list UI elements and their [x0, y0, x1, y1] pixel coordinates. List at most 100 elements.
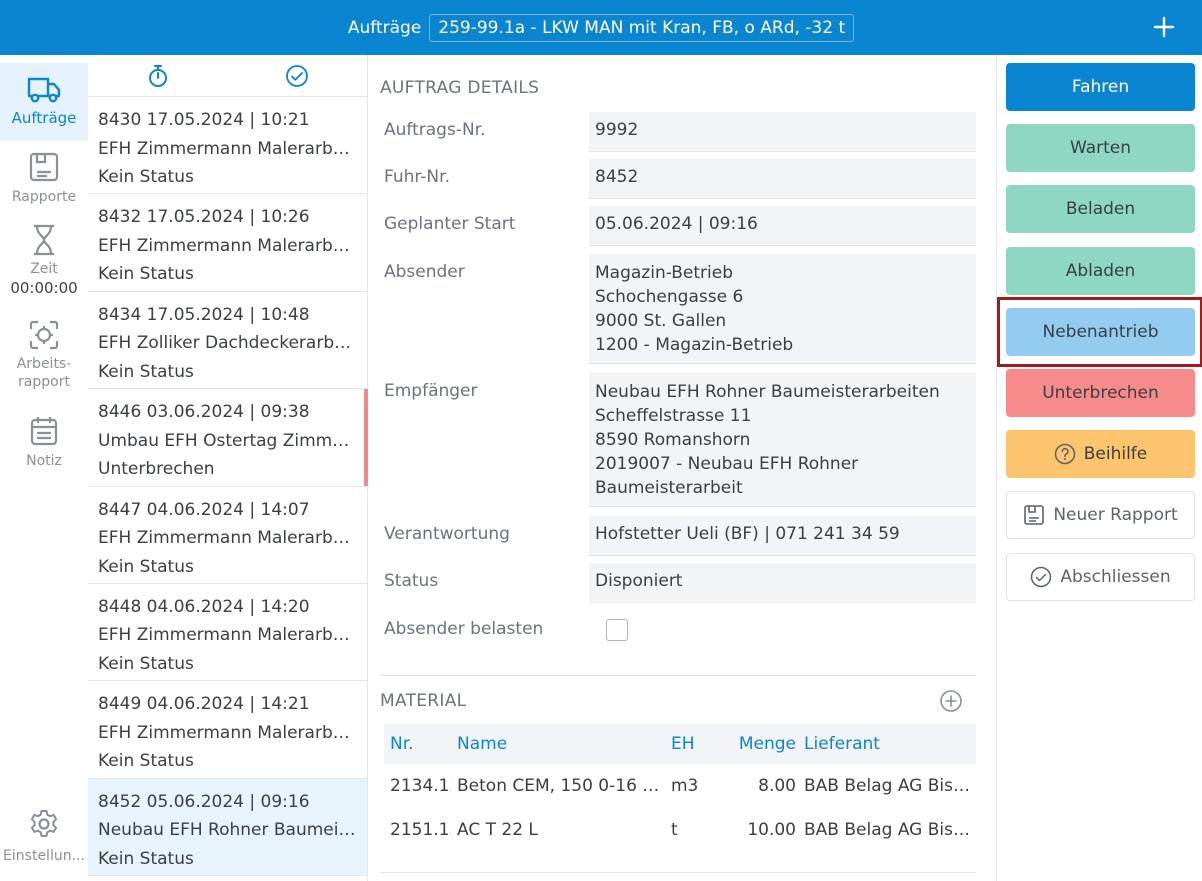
address-line: Schochengasse 6 — [595, 287, 744, 307]
verantwortung-row: Verantwortung Hofstetter Ueli (BF) | 071… — [384, 516, 976, 556]
material-table: Nr. Name EH Menge Lieferant 2134.12 Beto… — [384, 724, 976, 852]
address-line: Magazin-Betrieb — [595, 263, 733, 283]
plus-icon[interactable] — [1148, 11, 1180, 43]
start-row: Geplanter Start 05.06.2024 | 09:16 — [384, 206, 976, 246]
address-line: Neubau EFH Rohner Baumeisterarbeiten — [595, 382, 940, 402]
beihilfe-label: Beihilfe — [1083, 444, 1148, 464]
address-line: 9000 St. Gallen — [595, 311, 727, 331]
hourglass-icon — [31, 223, 57, 257]
field-label: Status — [384, 571, 439, 591]
interrupted-marker — [364, 389, 368, 487]
order-status: Kein Status — [98, 556, 194, 577]
stopwatch-icon[interactable] — [88, 64, 228, 88]
help-circle-icon — [1054, 443, 1076, 465]
list-item[interactable]: 8447 04.06.2024 | 14:07 EFH Zimmermann M… — [88, 487, 367, 584]
beihilfe-button[interactable]: Beihilfe — [1006, 430, 1195, 478]
list-header — [88, 55, 367, 97]
list-item-selected[interactable]: 8452 05.06.2024 | 09:16 Neubau EFH Rohne… — [88, 778, 367, 877]
order-project: EFH Zimmermann Malerarbeiten — [98, 722, 356, 743]
fuhr-nr-row: Fuhr-Nr. 8452 — [384, 159, 976, 199]
table-row[interactable]: 2134.12 Beton CEM, 150 0-16 mm m3 8.00 B… — [384, 764, 976, 808]
table-row[interactable]: 2151.132 AC T 22 L t 10.00 BAB Belag AG … — [384, 808, 976, 852]
report-icon — [1023, 504, 1045, 526]
list-item[interactable]: 8432 17.05.2024 | 10:26 EFH Zimmermann M… — [88, 194, 367, 292]
cell-nr: 2151.132 — [390, 820, 451, 840]
warten-button[interactable]: Warten — [1006, 124, 1195, 172]
truck-icon — [26, 73, 62, 105]
order-project: EFH Zimmermann Malerarbeiten — [98, 528, 356, 549]
order-status: Kein Status — [98, 653, 194, 674]
sidebar-item-arbeitsrapport[interactable]: Arbeits- rapport — [0, 317, 88, 415]
address-line: 8590 Romanshorn — [595, 430, 751, 450]
highlight-frame — [997, 297, 1202, 367]
action-panel: Fahren Warten Beladen Abladen Nebenantri… — [996, 55, 1202, 881]
sidebar-item-auftraege[interactable]: Aufträge — [0, 63, 88, 141]
list-item[interactable]: 8434 17.05.2024 | 10:48 EFH Zolliker Dac… — [88, 292, 367, 390]
col-name[interactable]: Name — [457, 734, 508, 754]
col-eh[interactable]: EH — [671, 734, 695, 754]
list-item[interactable]: 8449 04.06.2024 | 14:21 EFH Zimmermann M… — [88, 681, 367, 779]
app-header: Aufträge 259-99.1a - LKW MAN mit Kran, F… — [0, 0, 1202, 55]
field-label: Fuhr-Nr. — [384, 167, 450, 187]
sidebar-item-einstellungen[interactable]: Einstellun... — [0, 808, 88, 878]
abschliessen-label: Abschliessen — [1060, 567, 1171, 587]
cell-lieferant: BAB Belag AG Bischofszell — [804, 820, 976, 840]
order-status: Kein Status — [98, 848, 194, 869]
order-project: Umbau EFH Ostertag Zimmerarbeiten — [98, 430, 356, 451]
neuer-rapport-button[interactable]: Neuer Rapport — [1006, 491, 1195, 539]
empfaenger-value: Neubau EFH Rohner Baumeisterarbeiten Sch… — [589, 373, 976, 507]
field-label: Geplanter Start — [384, 214, 516, 234]
fahren-button[interactable]: Fahren — [1006, 63, 1195, 111]
field-label: Empfänger — [384, 381, 478, 401]
beladen-button[interactable]: Beladen — [1006, 185, 1195, 233]
absender-belasten-checkbox[interactable] — [606, 619, 628, 641]
sidebar-item-label: Aufträge — [11, 109, 77, 127]
nebenantrieb-button[interactable]: Nebenantrieb — [1006, 308, 1195, 356]
abschliessen-button[interactable]: Abschliessen — [1006, 553, 1195, 601]
list-item[interactable]: 8446 03.06.2024 | 09:38 Umbau EFH Ostert… — [88, 389, 368, 487]
col-lieferant[interactable]: Lieferant — [804, 734, 880, 754]
address-line: 2019007 - Neubau EFH Rohner — [595, 454, 859, 474]
cell-eh: t — [671, 820, 678, 840]
order-status: Kein Status — [98, 264, 194, 285]
order-project: Neubau EFH Rohner Baumeisterarbeiten — [98, 820, 356, 841]
cell-menge: 10.00 — [747, 820, 796, 840]
status-value: Disponiert — [589, 563, 976, 603]
check-circle-icon — [1030, 566, 1052, 588]
order-number-date: 8449 04.06.2024 | 14:21 — [98, 694, 310, 715]
verantwortung-value: Hofstetter Ueli (BF) | 071 241 34 59 — [589, 516, 976, 556]
abladen-button[interactable]: Abladen — [1006, 247, 1195, 295]
list-item[interactable]: 8430 17.05.2024 | 10:21 EFH Zimmermann M… — [88, 97, 367, 195]
address-line: 1200 - Magazin-Betrieb — [595, 335, 794, 355]
material-section-title: MATERIAL — [380, 691, 467, 711]
cell-menge: 8.00 — [758, 776, 796, 796]
sidebar-item-rapporte[interactable]: Rapporte — [0, 141, 88, 219]
order-number-date: 8434 17.05.2024 | 10:48 — [98, 304, 310, 325]
unterbrechen-button[interactable]: Unterbrechen — [1006, 369, 1195, 417]
sidebar-item-zeit[interactable]: Zeit 00:00:00 — [0, 219, 88, 317]
cell-lieferant: BAB Belag AG Bischofszell — [804, 776, 976, 796]
sidebar-item-label: Arbeits- rapport — [16, 356, 72, 390]
order-number-date: 8447 04.06.2024 | 14:07 — [98, 499, 310, 520]
order-number-date: 8430 17.05.2024 | 10:21 — [98, 110, 310, 130]
vehicle-selector[interactable]: 259-99.1a - LKW MAN mit Kran, FB, o ARd,… — [429, 13, 855, 42]
sidebar-item-notiz[interactable]: Notiz — [0, 415, 88, 485]
col-menge[interactable]: Menge — [738, 734, 796, 754]
plus-circle-icon[interactable] — [939, 689, 963, 717]
list-item[interactable]: 8448 04.06.2024 | 14:20 EFH Zimmermann M… — [88, 584, 367, 682]
auftrags-nr-row: Auftrags-Nr. 9992 — [384, 112, 976, 152]
status-row: Status Disponiert — [384, 563, 976, 603]
cell-eh: m3 — [671, 776, 699, 796]
order-project: EFH Zimmermann Malerarbeiten — [98, 138, 356, 159]
table-header: Nr. Name EH Menge Lieferant — [384, 724, 976, 764]
col-nr[interactable]: Nr. — [390, 734, 414, 754]
cell-name: Beton CEM, 150 0-16 mm — [457, 776, 671, 796]
divider — [380, 872, 976, 873]
address-line: Scheffelstrasse 11 — [595, 406, 752, 426]
calendar-icon — [29, 415, 59, 447]
check-circle-icon[interactable] — [228, 64, 368, 88]
report-icon — [28, 151, 60, 183]
order-number-date: 8452 05.06.2024 | 09:16 — [98, 791, 310, 812]
order-project: EFH Zolliker Dachdeckerarbeiten — [98, 333, 356, 354]
address-line: Baumeisterarbeit — [595, 478, 743, 498]
